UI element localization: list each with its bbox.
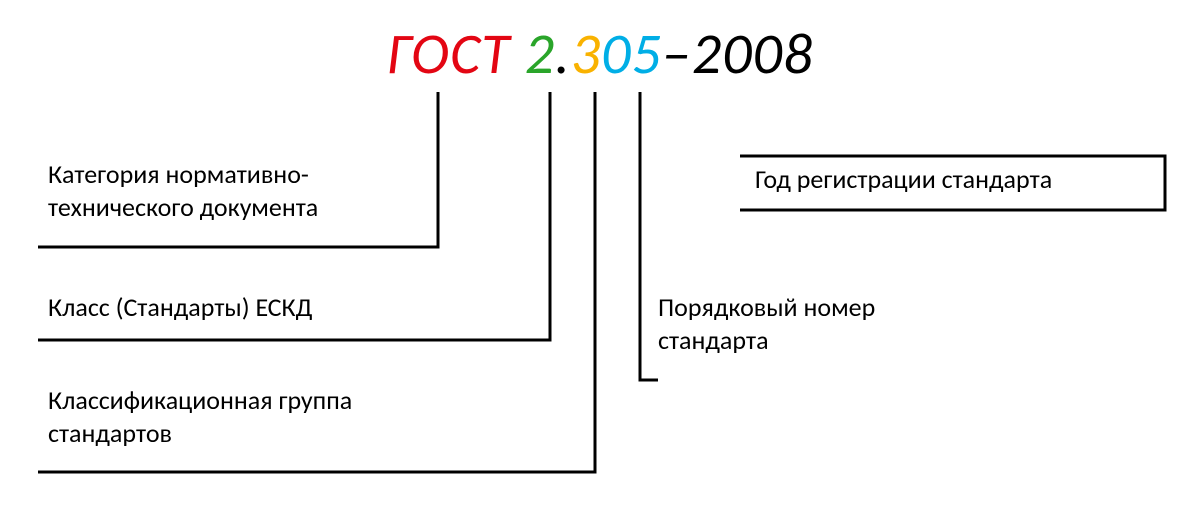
label-serial: Порядковый номер стандарта xyxy=(658,291,875,356)
label-year: Год регистрации стандарта xyxy=(755,163,1052,196)
title-two: 2 xyxy=(525,18,555,89)
title-gost: ГОСТ xyxy=(387,18,525,89)
line-serial xyxy=(640,92,658,380)
label-category: Категория нормативно- технического докум… xyxy=(48,158,318,223)
title-dot: . xyxy=(555,18,571,89)
diagram-canvas: ГОСТ 2.305–2008 Категория нормативно- те… xyxy=(0,0,1200,519)
label-class: Класс (Стандарты) ЕСКД xyxy=(48,291,312,324)
label-group: Классификационная группа стандартов xyxy=(48,384,352,449)
title-dash: – xyxy=(662,18,692,89)
standard-code-title: ГОСТ 2.305–2008 xyxy=(0,18,1200,89)
title-three: 3 xyxy=(571,18,601,89)
title-zerofive: 05 xyxy=(601,18,662,89)
title-year: 2008 xyxy=(692,18,814,89)
